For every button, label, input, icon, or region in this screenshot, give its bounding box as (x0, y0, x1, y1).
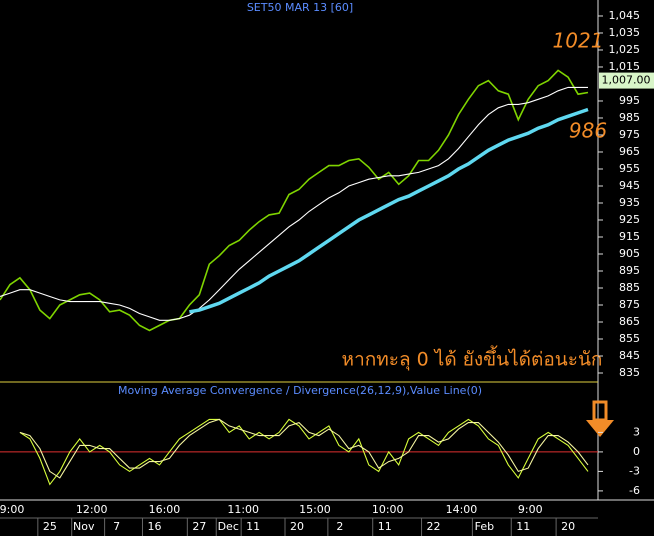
y-tick-label: 945 (619, 179, 640, 192)
y-tick-label: 915 (619, 230, 640, 243)
x-date-label: Nov (73, 520, 95, 533)
arrow-icon (586, 400, 614, 437)
price-tag (599, 72, 654, 89)
x-date-label: 2 (336, 520, 343, 533)
x-date-label: 27 (192, 520, 206, 533)
y-tick-label: 905 (619, 247, 640, 260)
y-tick-label: 855 (619, 332, 640, 345)
x-date-label: 16 (147, 520, 161, 533)
x-date-label: Dec (218, 520, 239, 533)
annotation: 1021 (553, 29, 604, 53)
annotation: 986 (569, 119, 607, 143)
x-tick-label: 11:00 (227, 503, 259, 516)
y-tick-label: 865 (619, 315, 640, 328)
x-date-label: 11 (516, 520, 530, 533)
x-date-label: 20 (290, 520, 304, 533)
y-tick-label: 965 (619, 145, 640, 158)
x-tick-label: 16:00 (149, 503, 181, 516)
x-tick-label: 12:00 (76, 503, 108, 516)
price-tag-label: 1,007.00 (602, 74, 651, 87)
y-tick-label: -6 (629, 484, 640, 497)
y-tick-label: 1,045 (609, 9, 641, 22)
x-date-label: Feb (475, 520, 494, 533)
y-tick-label: 875 (619, 298, 640, 311)
y-tick-label: 885 (619, 281, 640, 294)
y-tick-label: 935 (619, 196, 640, 209)
y-tick-label: 925 (619, 213, 640, 226)
series-line (19, 418, 589, 479)
x-date-label: 11 (378, 520, 392, 533)
y-tick-label: 1,035 (609, 26, 641, 39)
panel-title: Moving Average Convergence / Divergence(… (118, 384, 482, 397)
x-tick-label: 9:00 (0, 503, 24, 516)
x-date-label: 11 (246, 520, 260, 533)
x-tick-label: 15:00 (299, 503, 331, 516)
series-line (0, 69, 589, 332)
y-tick-label: 1,015 (609, 60, 641, 73)
x-date-label: 25 (43, 520, 57, 533)
y-tick-label: 1,025 (609, 43, 641, 56)
y-tick-label: -3 (629, 464, 640, 477)
y-tick-label: 3 (633, 425, 640, 438)
y-tick-label: 0 (633, 445, 640, 458)
x-tick-label: 9:00 (518, 503, 543, 516)
y-tick-label: 955 (619, 162, 640, 175)
x-date-label: 7 (113, 520, 120, 533)
y-tick-label: 975 (619, 128, 640, 141)
x-tick-label: 10:00 (372, 503, 404, 516)
series-line (0, 86, 588, 321)
y-tick-label: 895 (619, 264, 640, 277)
chart-title: SET50 MAR 13 [60] (247, 1, 353, 14)
x-date-label: 22 (427, 520, 441, 533)
y-tick-label: 985 (619, 111, 640, 124)
x-date-label: 20 (561, 520, 575, 533)
series-line (19, 418, 589, 486)
y-tick-label: 845 (619, 349, 640, 362)
y-tick-label: 835 (619, 366, 640, 379)
annotation: หากทะลุ 0 ได้ ยังขึ้นได้ต่อนะนัก (342, 346, 603, 372)
x-tick-label: 14:00 (446, 503, 478, 516)
y-tick-label: 995 (619, 94, 640, 107)
series-line (189, 107, 589, 314)
